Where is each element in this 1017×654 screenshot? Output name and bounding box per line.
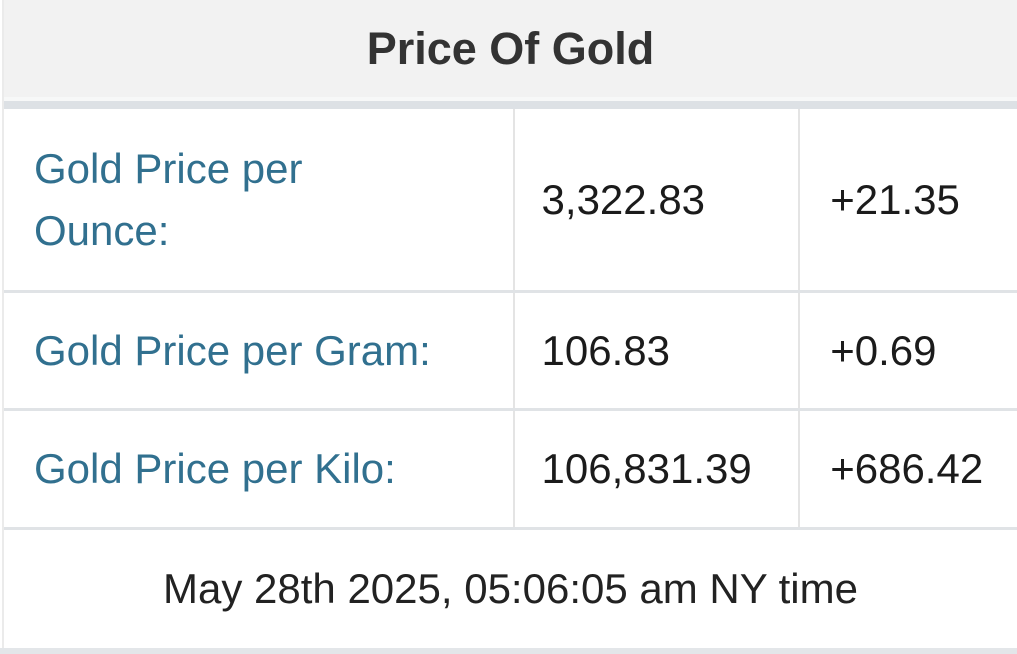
price-value: 106.83 <box>512 290 800 410</box>
header-band-divider <box>4 101 1017 109</box>
table-row: Gold Price per Kilo: 106,831.39 +686.42 <box>4 408 1017 527</box>
bottom-strip <box>0 648 1017 654</box>
price-change: +0.69 <box>798 290 1017 410</box>
price-table-body: Gold Price per Ounce: 3,322.83 +21.35 Gold … <box>4 109 1017 527</box>
price-value: 3,322.83 <box>512 109 800 292</box>
table-row: Gold Price per Gram: 106.83 +0.69 <box>4 290 1017 410</box>
widget-title: Price Of Gold <box>4 0 1017 97</box>
metal-price-label[interactable]: Gold Price per Ounce: <box>34 144 303 254</box>
header-gap-divider <box>4 97 1017 101</box>
price-change: +686.42 <box>798 408 1017 527</box>
metal-price-label[interactable]: Gold Price per Kilo: <box>4 408 514 527</box>
price-table: Gold Price per Ounce: 3,322.83 +21.35 Gold … <box>4 109 1017 527</box>
price-change: +21.35 <box>798 109 1017 292</box>
table-row: Gold Price per Ounce: 3,322.83 +21.35 <box>4 109 1017 292</box>
timestamp-label: May 28th 2025, 05:06:05 am NY time <box>4 527 1017 648</box>
metal-price-label[interactable]: Gold Price per Gram: <box>4 290 514 410</box>
price-value: 106,831.39 <box>512 408 800 527</box>
